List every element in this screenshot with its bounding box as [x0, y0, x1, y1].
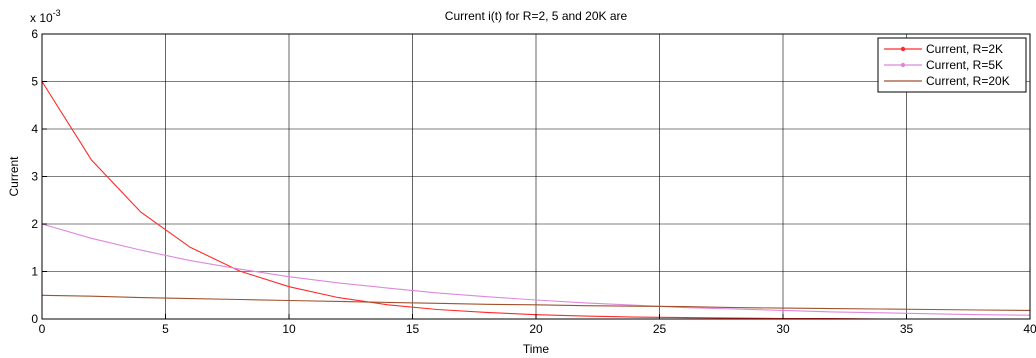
y-tick-label: 4 [31, 122, 38, 136]
series-line-3 [41, 294, 1031, 311]
x-tick-label: 20 [529, 322, 543, 336]
y-tick-label: 3 [31, 170, 38, 184]
legend-label: Current, R=2K [926, 42, 1003, 56]
axis-ticks: 0 5 10 15 20 25 30 35 40 0 1 2 3 4 5 6 [31, 27, 1036, 336]
y-axis-label: Current [7, 156, 21, 197]
y-axis-exponent-base: x 10 [30, 11, 53, 25]
grid [42, 34, 1030, 319]
x-tick-label: 30 [776, 322, 790, 336]
legend-label: Current, R=20K [926, 74, 1010, 88]
x-tick-label: 5 [162, 322, 169, 336]
x-tick-label: 10 [282, 322, 296, 336]
y-tick-label: 0 [31, 312, 38, 326]
legend-label: Current, R=5K [926, 58, 1003, 72]
y-axis-exponent: x 10-3 [30, 8, 61, 25]
legend: Current, R=2K Current, R=5K Current, R=20K [877, 37, 1027, 93]
y-tick-label: 5 [31, 75, 38, 89]
legend-marker [900, 62, 906, 68]
chart-title: Current i(t) for R=2, 5 and 20K are [445, 9, 628, 23]
y-tick-label: 1 [31, 265, 38, 279]
x-tick-label: 35 [900, 322, 914, 336]
x-tick-label: 25 [653, 322, 667, 336]
legend-marker [900, 46, 906, 52]
y-tick-label: 2 [31, 217, 38, 231]
x-tick-label: 40 [1023, 322, 1036, 336]
y-axis-exponent-power: -3 [53, 8, 61, 18]
x-tick-label: 15 [406, 322, 420, 336]
x-tick-label: 0 [39, 322, 46, 336]
y-tick-label: 6 [31, 27, 38, 41]
x-axis-label: Time [523, 342, 550, 356]
series-line-2 [41, 223, 1031, 316]
